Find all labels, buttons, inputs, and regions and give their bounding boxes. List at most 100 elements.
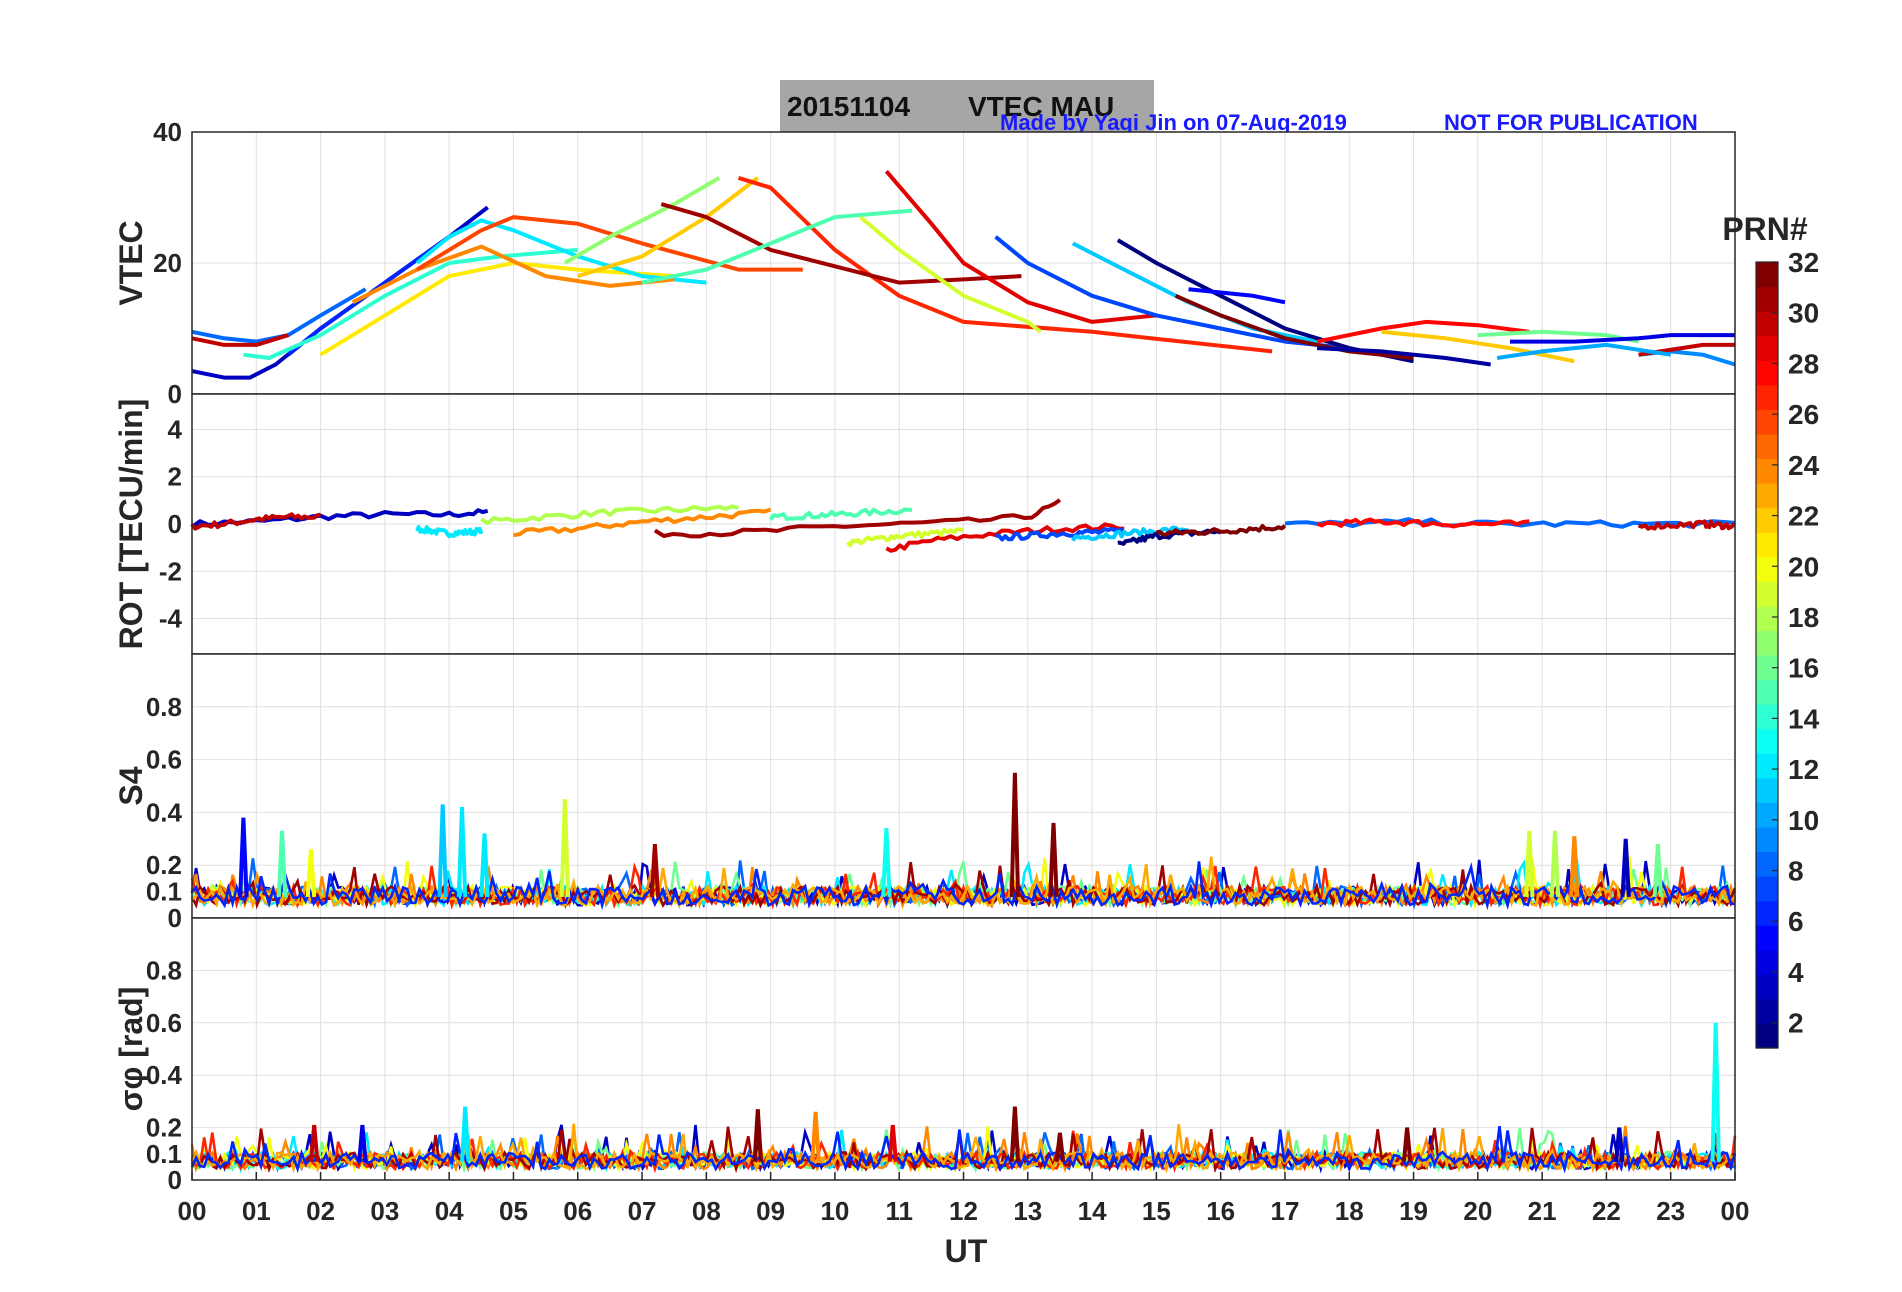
x-tick-label: 00 [1721, 1196, 1750, 1226]
x-tick-label: 18 [1335, 1196, 1364, 1226]
y-tick-label: 0 [168, 1165, 182, 1195]
y-axis-label-s4: S4 [113, 766, 149, 805]
series-line-prn-24 [513, 507, 772, 538]
colorbar-segment [1756, 925, 1778, 951]
peak-prn-5 [238, 817, 249, 897]
series-line-prn-10 [1496, 342, 1672, 360]
peak-prn-32 [752, 1109, 763, 1162]
series-line-prn-12 [415, 525, 484, 539]
series-line-prn-27 [737, 175, 1273, 354]
title-banner [780, 80, 1154, 132]
colorbar-segment [1756, 974, 1778, 1000]
x-tick-label: 01 [242, 1196, 271, 1226]
y-tick-label: 0.4 [146, 1060, 183, 1090]
series-group [190, 1022, 1737, 1175]
y-tick-label: -2 [159, 556, 182, 586]
colorbar-segment [1756, 900, 1778, 926]
peak-prn-32 [1054, 1132, 1066, 1162]
peak-prn-12 [456, 807, 468, 897]
peak-prn-12 [460, 1106, 471, 1162]
peak-prn-19 [1524, 830, 1535, 897]
colorbar-segment [1756, 262, 1778, 288]
series-line-prn-19 [846, 527, 964, 548]
x-tick-label: 05 [499, 1196, 528, 1226]
peak-prn-31 [649, 843, 661, 898]
colorbar-tick-label: 26 [1788, 399, 1819, 430]
colorbar-segment [1756, 753, 1778, 779]
series-line-prn-31 [653, 498, 1062, 539]
colorbar-tick-label: 22 [1788, 501, 1819, 532]
colorbar-segment [1756, 360, 1778, 386]
series-line-prn-15 [768, 507, 913, 522]
panel-sigma_phi: 00.10.2 0.4 0.6 0.8σφ [rad] [113, 917, 1737, 1195]
colorbar-segment [1756, 581, 1778, 607]
y-tick-label: 20 [153, 248, 182, 278]
series-line-prn-19 [859, 215, 1042, 334]
colorbar-segment [1756, 286, 1778, 312]
colorbar-segment [1756, 311, 1778, 337]
series-line-prn-32 [1156, 524, 1287, 537]
x-tick-label: 07 [628, 1196, 657, 1226]
series-group [191, 169, 1736, 380]
peak-prn-32 [1009, 772, 1021, 897]
peak-prn-11 [437, 804, 448, 897]
series-line-prn-4 [1510, 333, 1735, 344]
series-line-prn-24 [351, 244, 675, 305]
series-line-prn-17 [563, 176, 721, 265]
series-line-prn-7 [994, 235, 1350, 351]
x-tick-label: 09 [756, 1196, 785, 1226]
x-tick-label: 12 [949, 1196, 978, 1226]
colorbar-segment [1756, 605, 1778, 632]
colorbar-tick-label: 32 [1788, 247, 1819, 278]
x-tick-label: 13 [1013, 1196, 1042, 1226]
colorbar-segment [1756, 483, 1778, 509]
colorbar-segment [1756, 655, 1778, 681]
colorbar-tick-label: 10 [1788, 805, 1819, 836]
colorbar-segment [1756, 1023, 1778, 1049]
peak-prn-24 [1569, 836, 1580, 898]
series-line-prn-22 [1381, 329, 1575, 364]
colorbar-tick-label: 6 [1788, 906, 1804, 937]
colorbar-segment [1756, 998, 1778, 1025]
colorbar-segment [1756, 556, 1778, 582]
peak-prn-18 [1549, 830, 1561, 897]
colorbar-segment [1756, 704, 1778, 730]
series-group [190, 772, 1737, 911]
series-line-prn-29 [884, 169, 1157, 324]
notice-text: NOT FOR PUBLICATION [1444, 110, 1698, 135]
title-label: VTEC MAU [968, 91, 1114, 122]
y-tick-label: 2 [168, 462, 182, 492]
y-tick-label: 0.2 [146, 1113, 182, 1143]
peak-prn-15 [276, 830, 288, 897]
peak-prn-13 [1710, 1022, 1721, 1162]
y-tick-label: 0.6 [146, 745, 182, 775]
colorbar-tick-label: 16 [1788, 653, 1819, 684]
x-tick-label: 03 [370, 1196, 399, 1226]
series-line-prn-18 [480, 504, 739, 525]
series-line-prn-28 [1316, 319, 1530, 344]
peak-prn-3 [1614, 1127, 1625, 1162]
peak-prn-32 [1009, 1106, 1021, 1162]
y-tick-label: 0.1 [146, 1139, 182, 1169]
series-line-prn-15 [641, 208, 913, 285]
colorbar-segment [1756, 679, 1778, 705]
y-tick-label: 0 [168, 903, 182, 933]
peak-prn-32 [1401, 1127, 1413, 1162]
colorbar-tick-label: 28 [1788, 348, 1819, 379]
series-line-prn-30 [191, 333, 289, 347]
colorbar-tick-label: 30 [1788, 298, 1819, 329]
colorbar-tick-label: 2 [1788, 1008, 1804, 1039]
y-tick-label: 0.4 [146, 797, 183, 827]
x-tick-label: 14 [1078, 1196, 1107, 1226]
x-tick-label: 06 [563, 1196, 592, 1226]
series-line-prn-11 [1071, 525, 1189, 542]
panel-vtec: 0 20 40 VTEC [113, 117, 1736, 409]
colorbar-tick-label: 12 [1788, 754, 1819, 785]
x-tick-label: 04 [435, 1196, 464, 1226]
colorbar-segment [1756, 630, 1778, 656]
colorbar-tick-label: 20 [1788, 551, 1819, 582]
noise-trace-prn-6 [190, 1125, 1737, 1174]
x-tick-label: 19 [1399, 1196, 1428, 1226]
